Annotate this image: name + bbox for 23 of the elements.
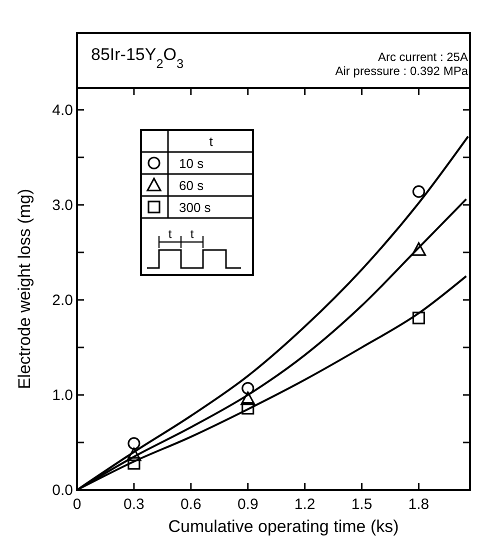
x-tick-label: 0.3 (124, 496, 144, 513)
x-tick-label: 0 (72, 496, 82, 513)
y-tick-label: 1.0 (52, 386, 73, 404)
chart-title: 85Ir-15Y$_{2}$O$_{3}$ (91, 45, 184, 70)
legend-title: t (209, 134, 214, 149)
y-axis-title: Electrode weight loss (mg) (15, 188, 34, 390)
x-tick-label: 1.8 (408, 496, 430, 513)
legend-label: 300 s (179, 200, 212, 215)
text: Air pressure : 0.392 MPa (335, 64, 468, 78)
x-axis-title: Cumulative operating time (ks) (168, 517, 399, 536)
text: Arc current : 25A (378, 50, 468, 64)
y-tick-label: 3.0 (52, 196, 73, 214)
y-tick-label: 4.0 (52, 102, 73, 119)
y-tick-label: 2.0 (52, 292, 73, 309)
y-tick-label: 0.0 (52, 482, 73, 499)
annotation: t (190, 227, 194, 241)
annotation: t (168, 227, 172, 241)
legend-label: 60 s (179, 178, 204, 193)
legend-label: 10 s (179, 156, 204, 171)
x-tick-label: 0.6 (180, 496, 202, 513)
x-tick-label: 0.9 (237, 496, 258, 513)
x-tick-label: 1.2 (294, 496, 316, 513)
x-tick-label: 1.5 (351, 496, 372, 513)
